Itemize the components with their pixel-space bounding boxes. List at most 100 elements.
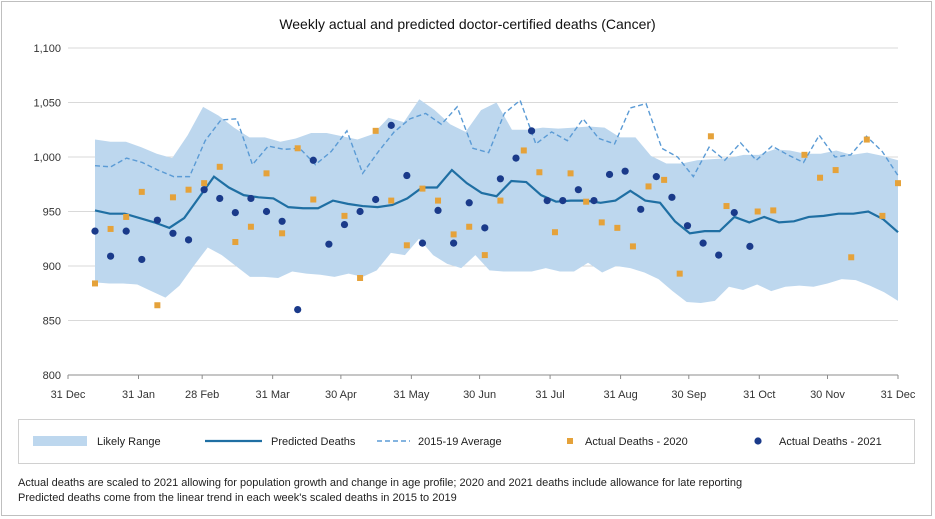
point-2020 (770, 207, 777, 214)
point-2021 (543, 197, 551, 205)
point-2020 (403, 242, 410, 249)
point-2021 (652, 173, 660, 181)
y-tick-label: 1,050 (33, 98, 61, 110)
point-2020 (723, 203, 730, 210)
point-2021 (403, 171, 411, 180)
y-tick-label: 850 (43, 316, 61, 328)
chart-title: Weekly actual and predicted doctor-certi… (279, 16, 656, 32)
likely-range-band (95, 99, 898, 304)
point-2020 (520, 147, 527, 154)
point-2021 (605, 170, 614, 179)
point-2021 (496, 175, 504, 183)
point-2021 (294, 306, 302, 314)
point-2020 (372, 127, 379, 134)
point-2021 (278, 217, 286, 225)
legend-swatch-2020 (567, 438, 573, 444)
y-tick-label: 1,000 (33, 152, 61, 164)
point-2021 (309, 156, 317, 164)
point-2021 (216, 194, 224, 203)
x-tick-label: 30 Nov (810, 389, 845, 401)
point-2020 (536, 169, 543, 176)
point-2021 (481, 224, 489, 232)
x-tick-label: 30 Jun (463, 389, 496, 401)
average-line (94, 99, 899, 178)
x-tick-label: 31 Dec (51, 389, 86, 401)
point-2020 (310, 196, 317, 203)
point-2020 (645, 183, 652, 190)
point-2021 (247, 194, 255, 203)
point-2021 (153, 216, 161, 224)
point-2021 (668, 193, 676, 201)
legend-swatch-range (33, 436, 87, 446)
y-tick-label: 1,100 (33, 43, 61, 55)
legend-label-range: Likely Range (97, 436, 161, 448)
point-2021 (465, 199, 473, 207)
point-2021 (434, 206, 442, 215)
y-tick-label: 900 (43, 261, 61, 273)
point-2020 (185, 186, 192, 193)
y-tick-label: 800 (43, 370, 61, 382)
x-tick-label: 28 Feb (185, 389, 219, 401)
point-2020 (863, 136, 870, 143)
point-2020 (107, 225, 114, 232)
legend-label-2020: Actual Deaths - 2020 (585, 436, 688, 448)
point-2020 (895, 180, 901, 187)
point-2021 (372, 195, 380, 204)
point-2021 (683, 222, 692, 230)
point-2021 (169, 229, 177, 237)
footnote-scaling: Actual deaths are scaled to 2021 allowin… (18, 477, 743, 489)
point-2020 (450, 231, 457, 238)
point-2020 (216, 163, 223, 170)
point-2021 (418, 239, 427, 247)
point-2020 (92, 280, 98, 287)
point-2021 (715, 251, 723, 259)
point-2021 (200, 186, 208, 194)
point-2021 (574, 186, 582, 194)
point-2021 (730, 208, 738, 217)
point-2020 (466, 223, 473, 230)
point-2020 (497, 197, 504, 204)
point-2021 (340, 220, 349, 229)
point-2020 (357, 274, 364, 281)
point-2020 (232, 239, 239, 246)
point-2020 (848, 254, 855, 261)
point-2020 (801, 151, 808, 158)
point-2020 (583, 198, 590, 205)
legend-label-predicted: Predicted Deaths (271, 436, 356, 448)
x-tick-label: 31 Jan (122, 389, 155, 401)
point-2020 (341, 212, 348, 219)
point-2020 (169, 194, 176, 201)
point-2021 (590, 197, 598, 205)
y-tick-label: 950 (43, 207, 61, 219)
point-2021 (106, 252, 115, 260)
x-tick-label: 31 Oct (743, 389, 775, 401)
footnote-prediction: Predicted deaths come from the linear tr… (18, 492, 457, 504)
point-2020 (629, 243, 636, 250)
point-2020 (154, 302, 161, 309)
point-2021 (91, 227, 99, 235)
point-2020 (754, 208, 761, 215)
x-tick-label: 30 Apr (325, 389, 357, 401)
point-2021 (450, 239, 458, 247)
x-tick-label: 31 Jul (535, 389, 564, 401)
point-2020 (817, 174, 824, 181)
point-2021 (231, 208, 239, 217)
point-2020 (263, 170, 270, 177)
point-2021 (356, 207, 364, 216)
point-2020 (201, 180, 208, 187)
legend-swatch-2021 (754, 437, 762, 445)
point-2020 (614, 224, 621, 231)
point-2020 (707, 133, 714, 140)
point-2020 (388, 197, 395, 204)
point-2021 (637, 205, 645, 213)
point-2020 (567, 170, 574, 177)
legend-label-average: 2015-19 Average (418, 436, 502, 448)
point-2020 (419, 185, 426, 192)
point-2021 (527, 127, 536, 135)
point-2020 (435, 197, 442, 204)
x-tick-label: 31 Aug (603, 389, 637, 401)
point-2020 (138, 188, 145, 195)
point-2021 (138, 255, 146, 264)
point-2020 (879, 212, 886, 219)
